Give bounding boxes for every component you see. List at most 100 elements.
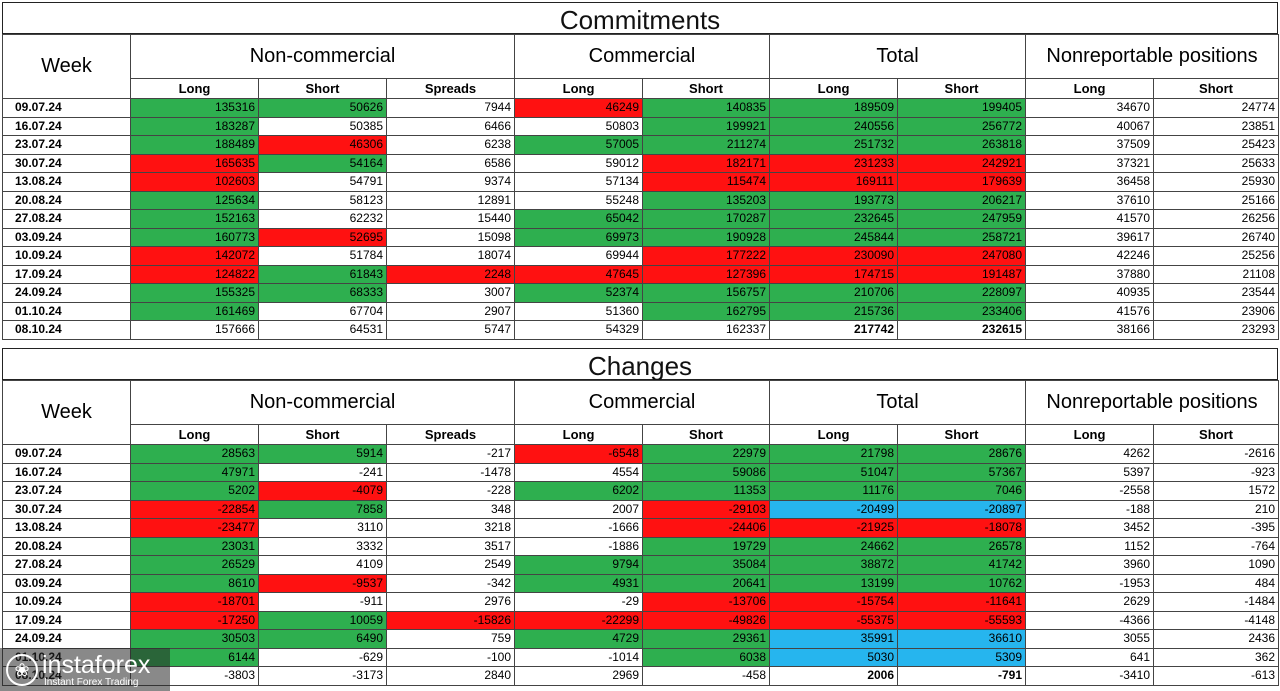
value-cell: -20897 — [897, 499, 1027, 519]
commitments-title: Commitments — [2, 2, 1278, 35]
value-cell: 25423 — [1153, 135, 1280, 155]
week-cell: 16.07.24 — [2, 116, 131, 136]
value-cell: 258721 — [897, 227, 1027, 247]
value-cell: -55375 — [769, 610, 899, 630]
value-cell: 69944 — [514, 246, 644, 266]
value-cell: 199921 — [642, 116, 771, 136]
value-cell: 37321 — [1025, 153, 1155, 173]
table-row: 16.07.24 47971 -241 -1478 4554 59086 51047 5736… — [2, 462, 1280, 482]
table-row: 01.10.246144-629-100-1014603850305309641… — [2, 647, 1280, 667]
week-cell: 17.09.24 — [2, 610, 131, 630]
value-cell: 15440 — [385, 209, 516, 229]
value-cell: -1953 — [1025, 573, 1155, 593]
value-cell: 6202 — [514, 481, 644, 501]
table-row: 16.07.24 183287 50385 6466 50803 199921 240556… — [2, 116, 1280, 136]
value-cell: 52374 — [514, 283, 644, 303]
subheader-long: Long — [769, 78, 899, 99]
table-row: 09.07.24 28563 5914 -217 -6548 22979 21798 2867… — [2, 444, 1280, 464]
table-row: 27.08.24 26529 4109 2549 9794 35084 38872 41742… — [2, 555, 1280, 575]
value-cell: 11353 — [642, 481, 771, 501]
value-cell: -49826 — [642, 610, 771, 630]
value-cell: 179639 — [897, 172, 1027, 192]
table-row: 23.07.24 188489 46306 6238 57005 211274 251732… — [2, 135, 1280, 155]
value-cell: 36458 — [1025, 172, 1155, 192]
value-cell: -11641 — [897, 592, 1027, 612]
value-cell: -2616 — [1153, 444, 1280, 464]
value-cell: 177222 — [642, 246, 771, 266]
table-row: 17.09.24 124822 61843 2248 47645 127396 174715… — [2, 264, 1280, 284]
value-cell: -4079 — [258, 481, 387, 501]
value-cell: -4366 — [1025, 610, 1155, 630]
value-cell: 4554 — [514, 462, 644, 482]
value-cell: 165635 — [130, 153, 259, 173]
value-cell: 26578 — [897, 536, 1027, 556]
value-cell: 13199 — [769, 573, 899, 593]
subheader-short: Short — [897, 78, 1027, 99]
value-cell: 58123 — [258, 190, 387, 210]
week-cell: 24.09.24 — [2, 629, 131, 649]
value-cell: 19729 — [642, 536, 771, 556]
table-row: 24.09.24 30503 6490 759 4729 29361 35991 36610 3… — [2, 629, 1280, 649]
value-cell: 52695 — [258, 227, 387, 247]
watermark-tagline: Instant Forex Trading — [44, 677, 139, 688]
table-row: 09.07.24 135316 50626 7944 46249 140835 189509… — [2, 98, 1280, 118]
value-cell: 41570 — [1025, 209, 1155, 229]
value-cell: 170287 — [642, 209, 771, 229]
value-cell: 9794 — [514, 555, 644, 575]
subheader-short: Short — [258, 78, 387, 99]
value-cell: -23477 — [130, 518, 259, 538]
value-cell: 67704 — [258, 301, 387, 321]
week-cell: 13.08.24 — [2, 172, 131, 192]
value-cell: 9374 — [385, 172, 516, 192]
value-cell: 23293 — [1153, 320, 1280, 340]
value-cell: 12891 — [385, 190, 516, 210]
table-row: 08.10.24-3803-317328402969-4582006-791-3… — [2, 666, 1280, 686]
value-cell: 38166 — [1025, 320, 1155, 340]
value-cell: 21798 — [769, 444, 899, 464]
table-row: 10.09.24 -18701 -911 2976 -29 -13706 -15754 -11… — [2, 592, 1280, 612]
value-cell: -1014 — [514, 647, 644, 667]
value-cell: 8610 — [130, 573, 259, 593]
instaforex-watermark: ❀ instaforex Instant Forex Trading — [0, 648, 170, 691]
commitments-rows: 09.07.24 135316 50626 7944 46249 140835 189509… — [2, 98, 1280, 340]
week-cell: 01.10.24 — [2, 301, 131, 321]
subheader-long: Long — [130, 78, 259, 99]
value-cell: -15754 — [769, 592, 899, 612]
value-cell: -228 — [385, 481, 516, 501]
value-cell: 54329 — [514, 320, 644, 340]
value-cell: -15826 — [385, 610, 516, 630]
value-cell: 4931 — [514, 573, 644, 593]
subheader-long: Long — [769, 424, 899, 445]
value-cell: 263818 — [897, 135, 1027, 155]
table-row: 08.10.24 157666 64531 5747 54329 162337 217742… — [2, 320, 1280, 340]
value-cell: 3218 — [385, 518, 516, 538]
value-cell: 2907 — [385, 301, 516, 321]
value-cell: 4729 — [514, 629, 644, 649]
group-header-commercial: Commercial — [514, 34, 771, 79]
value-cell: -923 — [1153, 462, 1280, 482]
week-cell: 24.09.24 — [2, 283, 131, 303]
value-cell: 34670 — [1025, 98, 1155, 118]
value-cell: 54791 — [258, 172, 387, 192]
value-cell: -911 — [258, 592, 387, 612]
value-cell: 2006 — [769, 666, 899, 686]
value-cell: 2248 — [385, 264, 516, 284]
value-cell: 6038 — [642, 647, 771, 667]
value-cell: 37509 — [1025, 135, 1155, 155]
value-cell: 3960 — [1025, 555, 1155, 575]
value-cell: -1886 — [514, 536, 644, 556]
value-cell: 25256 — [1153, 246, 1280, 266]
value-cell: 3332 — [258, 536, 387, 556]
value-cell: -3410 — [1025, 666, 1155, 686]
value-cell: 211274 — [642, 135, 771, 155]
value-cell: 28563 — [130, 444, 259, 464]
table-row: 03.09.24 160773 52695 15098 69973 190928 24584… — [2, 227, 1280, 247]
value-cell: 28676 — [897, 444, 1027, 464]
table-row: 30.07.24 -22854 7858 348 2007 -29103 -20499 -20… — [2, 499, 1280, 519]
value-cell: -4148 — [1153, 610, 1280, 630]
value-cell: 57367 — [897, 462, 1027, 482]
instaforex-logo-icon: ❀ — [6, 654, 38, 686]
value-cell: 51047 — [769, 462, 899, 482]
week-header: Week — [2, 34, 131, 99]
week-cell: 03.09.24 — [2, 227, 131, 247]
